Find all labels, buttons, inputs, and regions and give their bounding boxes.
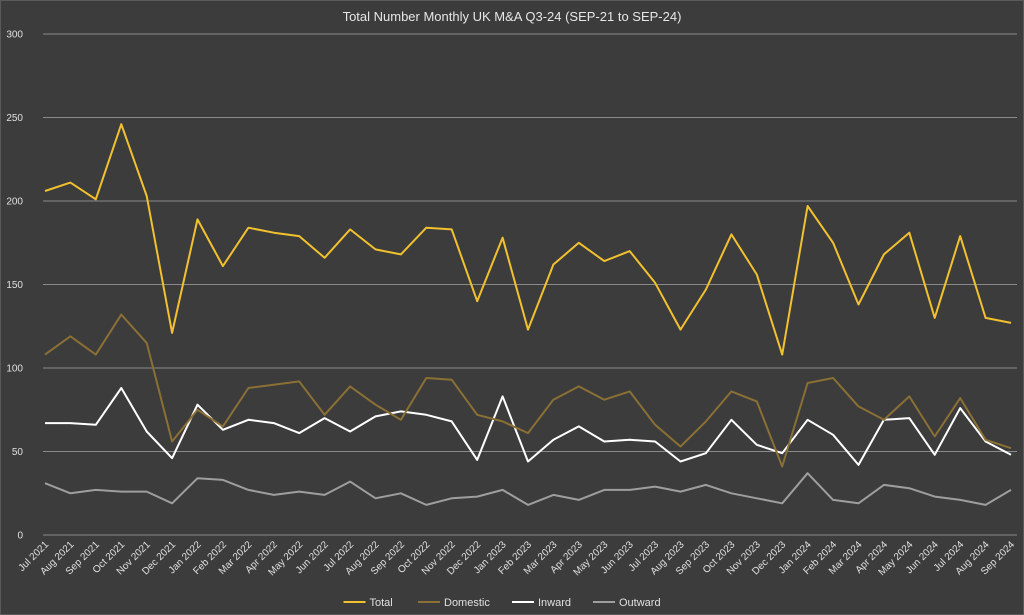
- y-tick-label: 200: [6, 197, 23, 208]
- y-axis-ticks: 0 50 100 150 200 250 300: [6, 30, 23, 542]
- y-tick-label: 150: [6, 280, 23, 291]
- legend-label: Outward: [619, 597, 661, 609]
- y-tick-label: 0: [17, 531, 23, 542]
- legend: Total Domestic Inward Outward: [343, 597, 661, 609]
- legend-item-total: Total: [343, 597, 393, 609]
- legend-label: Total: [370, 597, 393, 609]
- legend-item-outward: Outward: [593, 597, 661, 609]
- series-line-domestic: [44, 313, 1012, 468]
- chart-title: Total Number Monthly UK M&A Q3-24 (SEP-2…: [343, 9, 682, 24]
- legend-label: Domestic: [444, 597, 490, 609]
- y-tick-label: 50: [12, 447, 24, 458]
- y-tick-label: 300: [6, 30, 23, 41]
- legend-item-inward: Inward: [512, 597, 571, 609]
- legend-item-domestic: Domestic: [418, 597, 490, 609]
- legend-label: Inward: [538, 597, 571, 609]
- gridlines: [43, 33, 1017, 536]
- series-line-total: [44, 123, 1012, 356]
- y-tick-label: 250: [6, 113, 23, 124]
- series-line-inward: [45, 387, 1012, 466]
- series-line-outward: [44, 472, 1012, 506]
- series-lines: [44, 123, 1012, 506]
- y-tick-label: 100: [6, 364, 23, 375]
